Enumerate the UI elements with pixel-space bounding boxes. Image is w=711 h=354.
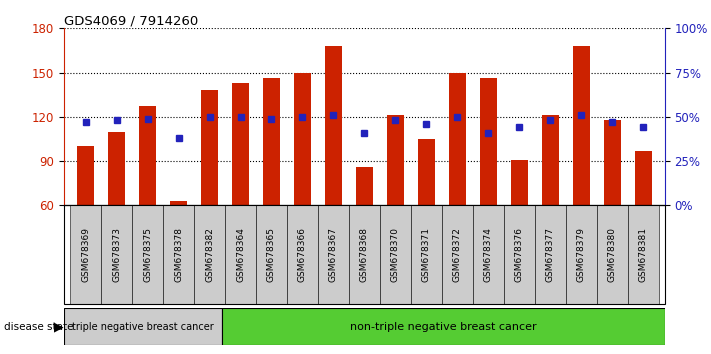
Bar — [387, 115, 404, 205]
Bar — [70, 205, 101, 304]
Bar — [163, 205, 194, 304]
Text: GSM678379: GSM678379 — [577, 227, 586, 282]
Text: GSM678369: GSM678369 — [81, 227, 90, 282]
Text: disease state: disease state — [4, 321, 73, 332]
Bar — [572, 46, 589, 205]
Bar — [232, 83, 249, 205]
Bar — [380, 205, 411, 304]
Text: ▶: ▶ — [54, 320, 64, 333]
Bar — [510, 160, 528, 205]
Bar — [256, 205, 287, 304]
Text: GSM678367: GSM678367 — [329, 227, 338, 282]
Bar — [542, 115, 559, 205]
Bar — [64, 308, 222, 345]
Bar — [318, 205, 349, 304]
Bar — [418, 139, 435, 205]
Text: GSM678381: GSM678381 — [638, 227, 648, 282]
Bar — [77, 146, 94, 205]
Text: GSM678371: GSM678371 — [422, 227, 431, 282]
Text: GSM678370: GSM678370 — [391, 227, 400, 282]
Text: triple negative breast cancer: triple negative breast cancer — [73, 321, 214, 332]
Bar — [473, 205, 504, 304]
Bar — [101, 205, 132, 304]
Text: GSM678372: GSM678372 — [453, 227, 461, 282]
Bar — [480, 79, 497, 205]
Text: GSM678376: GSM678376 — [515, 227, 524, 282]
Bar — [201, 90, 218, 205]
Bar — [225, 205, 256, 304]
Text: GSM678378: GSM678378 — [174, 227, 183, 282]
Bar — [535, 205, 566, 304]
Bar — [287, 205, 318, 304]
Text: GSM678377: GSM678377 — [546, 227, 555, 282]
Bar — [449, 73, 466, 205]
Bar — [263, 79, 280, 205]
Text: GSM678368: GSM678368 — [360, 227, 369, 282]
Bar — [356, 167, 373, 205]
Bar — [597, 205, 628, 304]
Bar — [504, 205, 535, 304]
Bar — [222, 308, 665, 345]
Bar — [132, 205, 163, 304]
Bar — [604, 120, 621, 205]
Text: GSM678382: GSM678382 — [205, 227, 214, 282]
Text: non-triple negative breast cancer: non-triple negative breast cancer — [350, 321, 537, 332]
Text: GSM678373: GSM678373 — [112, 227, 121, 282]
Text: GSM678366: GSM678366 — [298, 227, 307, 282]
Bar — [194, 205, 225, 304]
Text: GSM678375: GSM678375 — [143, 227, 152, 282]
Bar — [139, 107, 156, 205]
Bar — [628, 205, 658, 304]
Bar — [325, 46, 342, 205]
Bar — [566, 205, 597, 304]
Text: GDS4069 / 7914260: GDS4069 / 7914260 — [64, 14, 198, 27]
Text: GSM678365: GSM678365 — [267, 227, 276, 282]
Bar — [635, 151, 651, 205]
Bar — [442, 205, 473, 304]
Bar — [170, 201, 187, 205]
Bar — [108, 132, 125, 205]
Text: GSM678364: GSM678364 — [236, 227, 245, 282]
Bar — [411, 205, 442, 304]
Bar — [294, 73, 311, 205]
Text: GSM678374: GSM678374 — [483, 227, 493, 282]
Bar — [349, 205, 380, 304]
Text: GSM678380: GSM678380 — [608, 227, 616, 282]
